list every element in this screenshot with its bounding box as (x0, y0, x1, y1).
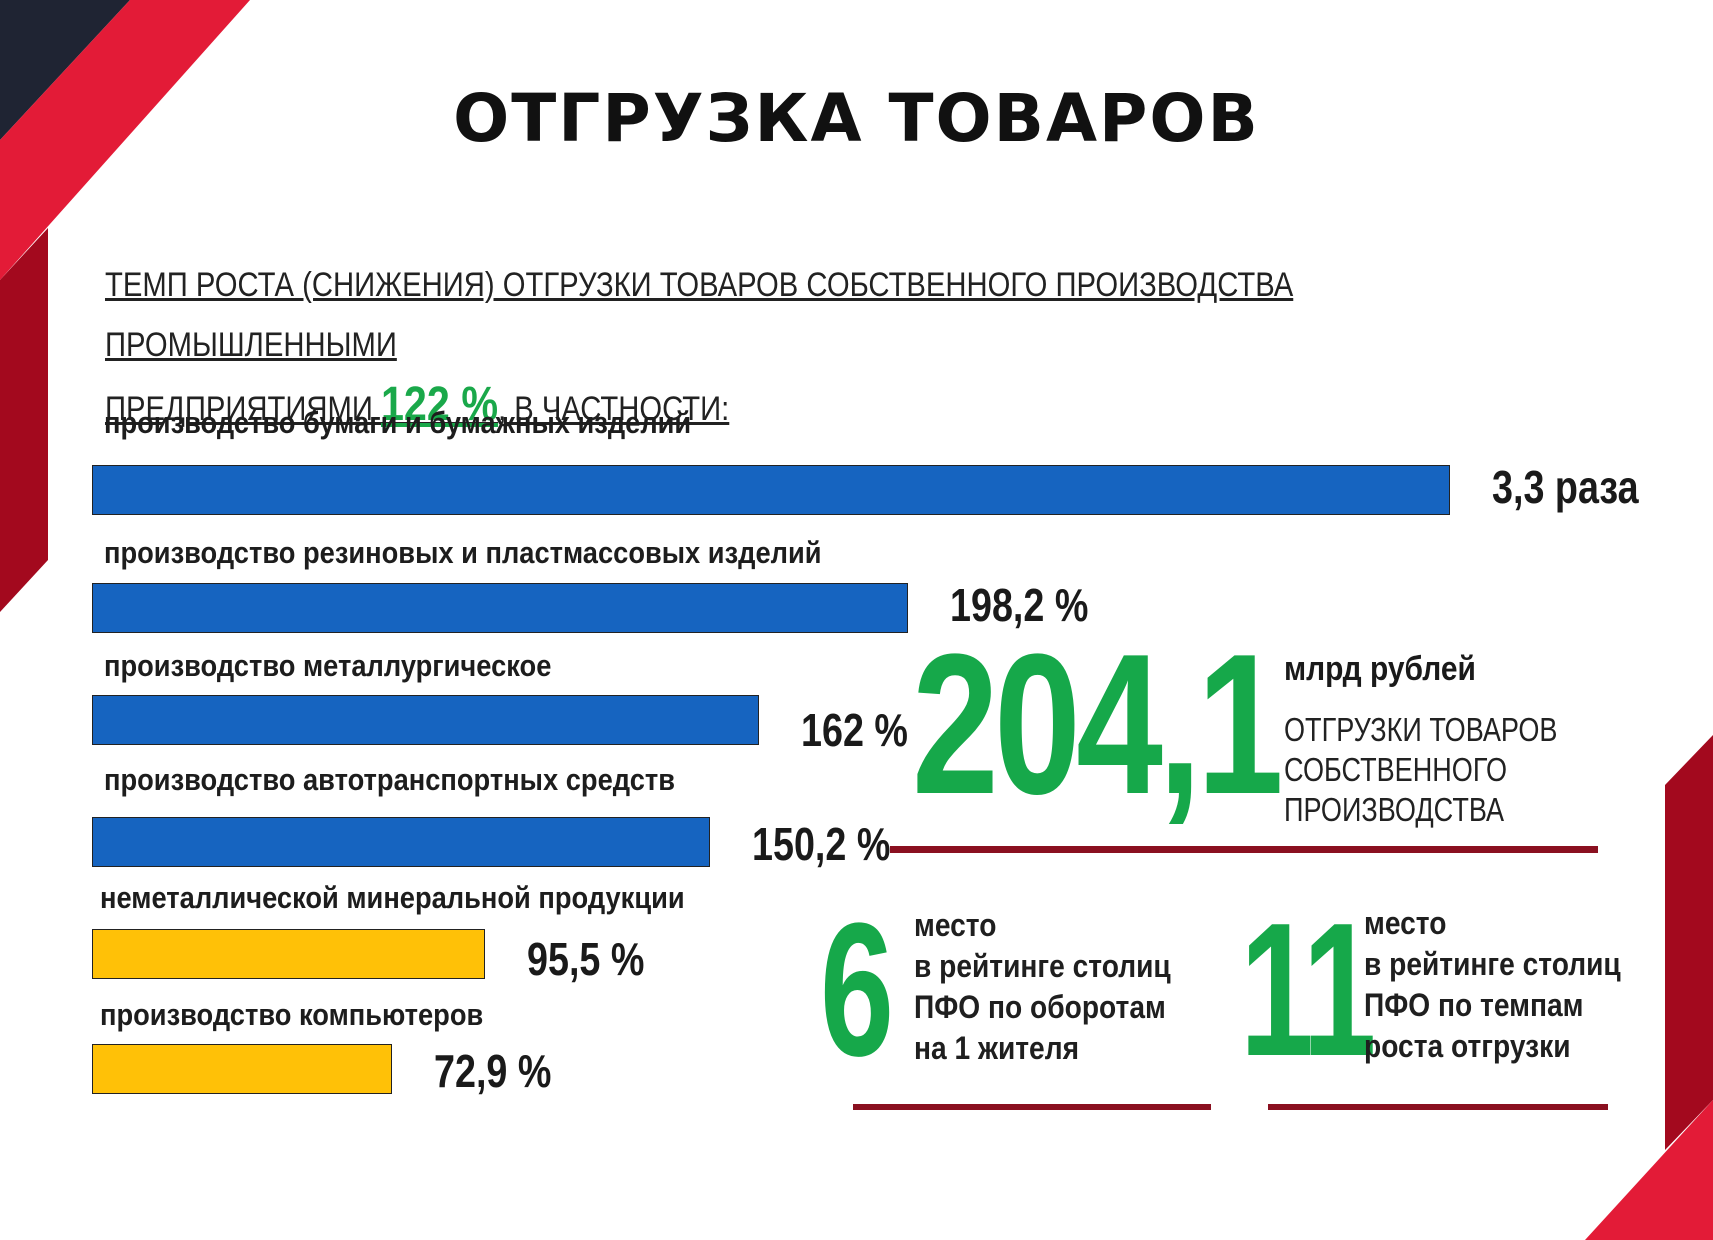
page-title: ОТГРУЗКА ТОВАРОВ (453, 80, 1260, 157)
highlight-stat-description: ОТГРУЗКИ ТОВАРОВ СОБСТВЕННОГО ПРОИЗВОДСТ… (1284, 710, 1563, 830)
category-label: производство бумаги и бумажных изделий (104, 405, 692, 440)
description-line: ОТГРУЗКИ ТОВАРОВ (1284, 711, 1558, 748)
divider-rule (1268, 1104, 1608, 1110)
highlight-stat-unit: млрд рублей (1284, 650, 1476, 688)
ranking-line: в рейтинге столиц (1364, 946, 1621, 982)
value-label: 95,5 % (527, 933, 645, 985)
ranking-description: место в рейтинге столиц ПФО по оборотам … (914, 905, 1171, 1069)
bar (92, 583, 908, 633)
bottom-right-red-stripe (1585, 1100, 1713, 1240)
bar (92, 817, 710, 867)
description-line: СОБСТВЕННОГО (1284, 751, 1508, 788)
value-label: 3,3 раза (1492, 461, 1639, 513)
bar (92, 695, 759, 745)
category-label: производство компьютеров (100, 997, 484, 1032)
divider-rule (853, 1104, 1211, 1110)
top-left-red-stripe (0, 0, 250, 280)
ranking-line: в рейтинге столиц (914, 948, 1171, 984)
category-label: производство автотранспортных средств (104, 762, 676, 797)
ranking-description: место в рейтинге столиц ПФО по темпам ро… (1364, 903, 1621, 1067)
highlight-stat-value: 204,1 (912, 613, 1284, 836)
ranking-line: на 1 жителя (914, 1030, 1080, 1066)
ranking-line: место (914, 907, 997, 943)
category-label: производство металлургическое (104, 648, 552, 683)
description-line: ПРОИЗВОДСТВА (1284, 791, 1505, 828)
ranking-line: ПФО по темпам (1364, 987, 1584, 1023)
ranking-line: ПФО по оборотам (914, 989, 1166, 1025)
ranking-place-number: 11 (1240, 884, 1376, 1096)
value-label: 198,2 % (950, 579, 1089, 631)
subtitle-highlight-percent: 122 % (380, 378, 499, 431)
subtitle-line2-suffix: , В ЧАСТНОСТИ: (498, 390, 730, 428)
ranking-line: место (1364, 905, 1447, 941)
chart-subtitle: ТЕМП РОСТА (СНИЖЕНИЯ) ОТГРУЗКИ ТОВАРОВ С… (105, 255, 1404, 439)
bar (92, 929, 485, 979)
divider-rule (890, 846, 1598, 853)
left-maroon-stripe (0, 228, 48, 612)
category-label: производство резиновых и пластмассовых и… (104, 535, 822, 570)
ranking-place-number: 6 (820, 884, 894, 1096)
ranking-line: роста отгрузки (1364, 1028, 1571, 1064)
category-label: неметаллической минеральной продукции (100, 880, 685, 915)
value-label: 162 % (801, 704, 908, 756)
bar (92, 465, 1450, 515)
value-label: 150,2 % (752, 818, 891, 870)
value-label: 72,9 % (434, 1045, 552, 1097)
subtitle-line1: ТЕМП РОСТА (СНИЖЕНИЯ) ОТГРУЗКИ ТОВАРОВ С… (105, 266, 1294, 364)
subtitle-line2-prefix: ПРЕДПРИЯТИЯМИ (105, 390, 381, 428)
right-maroon-stripe (1665, 735, 1713, 1150)
bar (92, 1044, 392, 1094)
